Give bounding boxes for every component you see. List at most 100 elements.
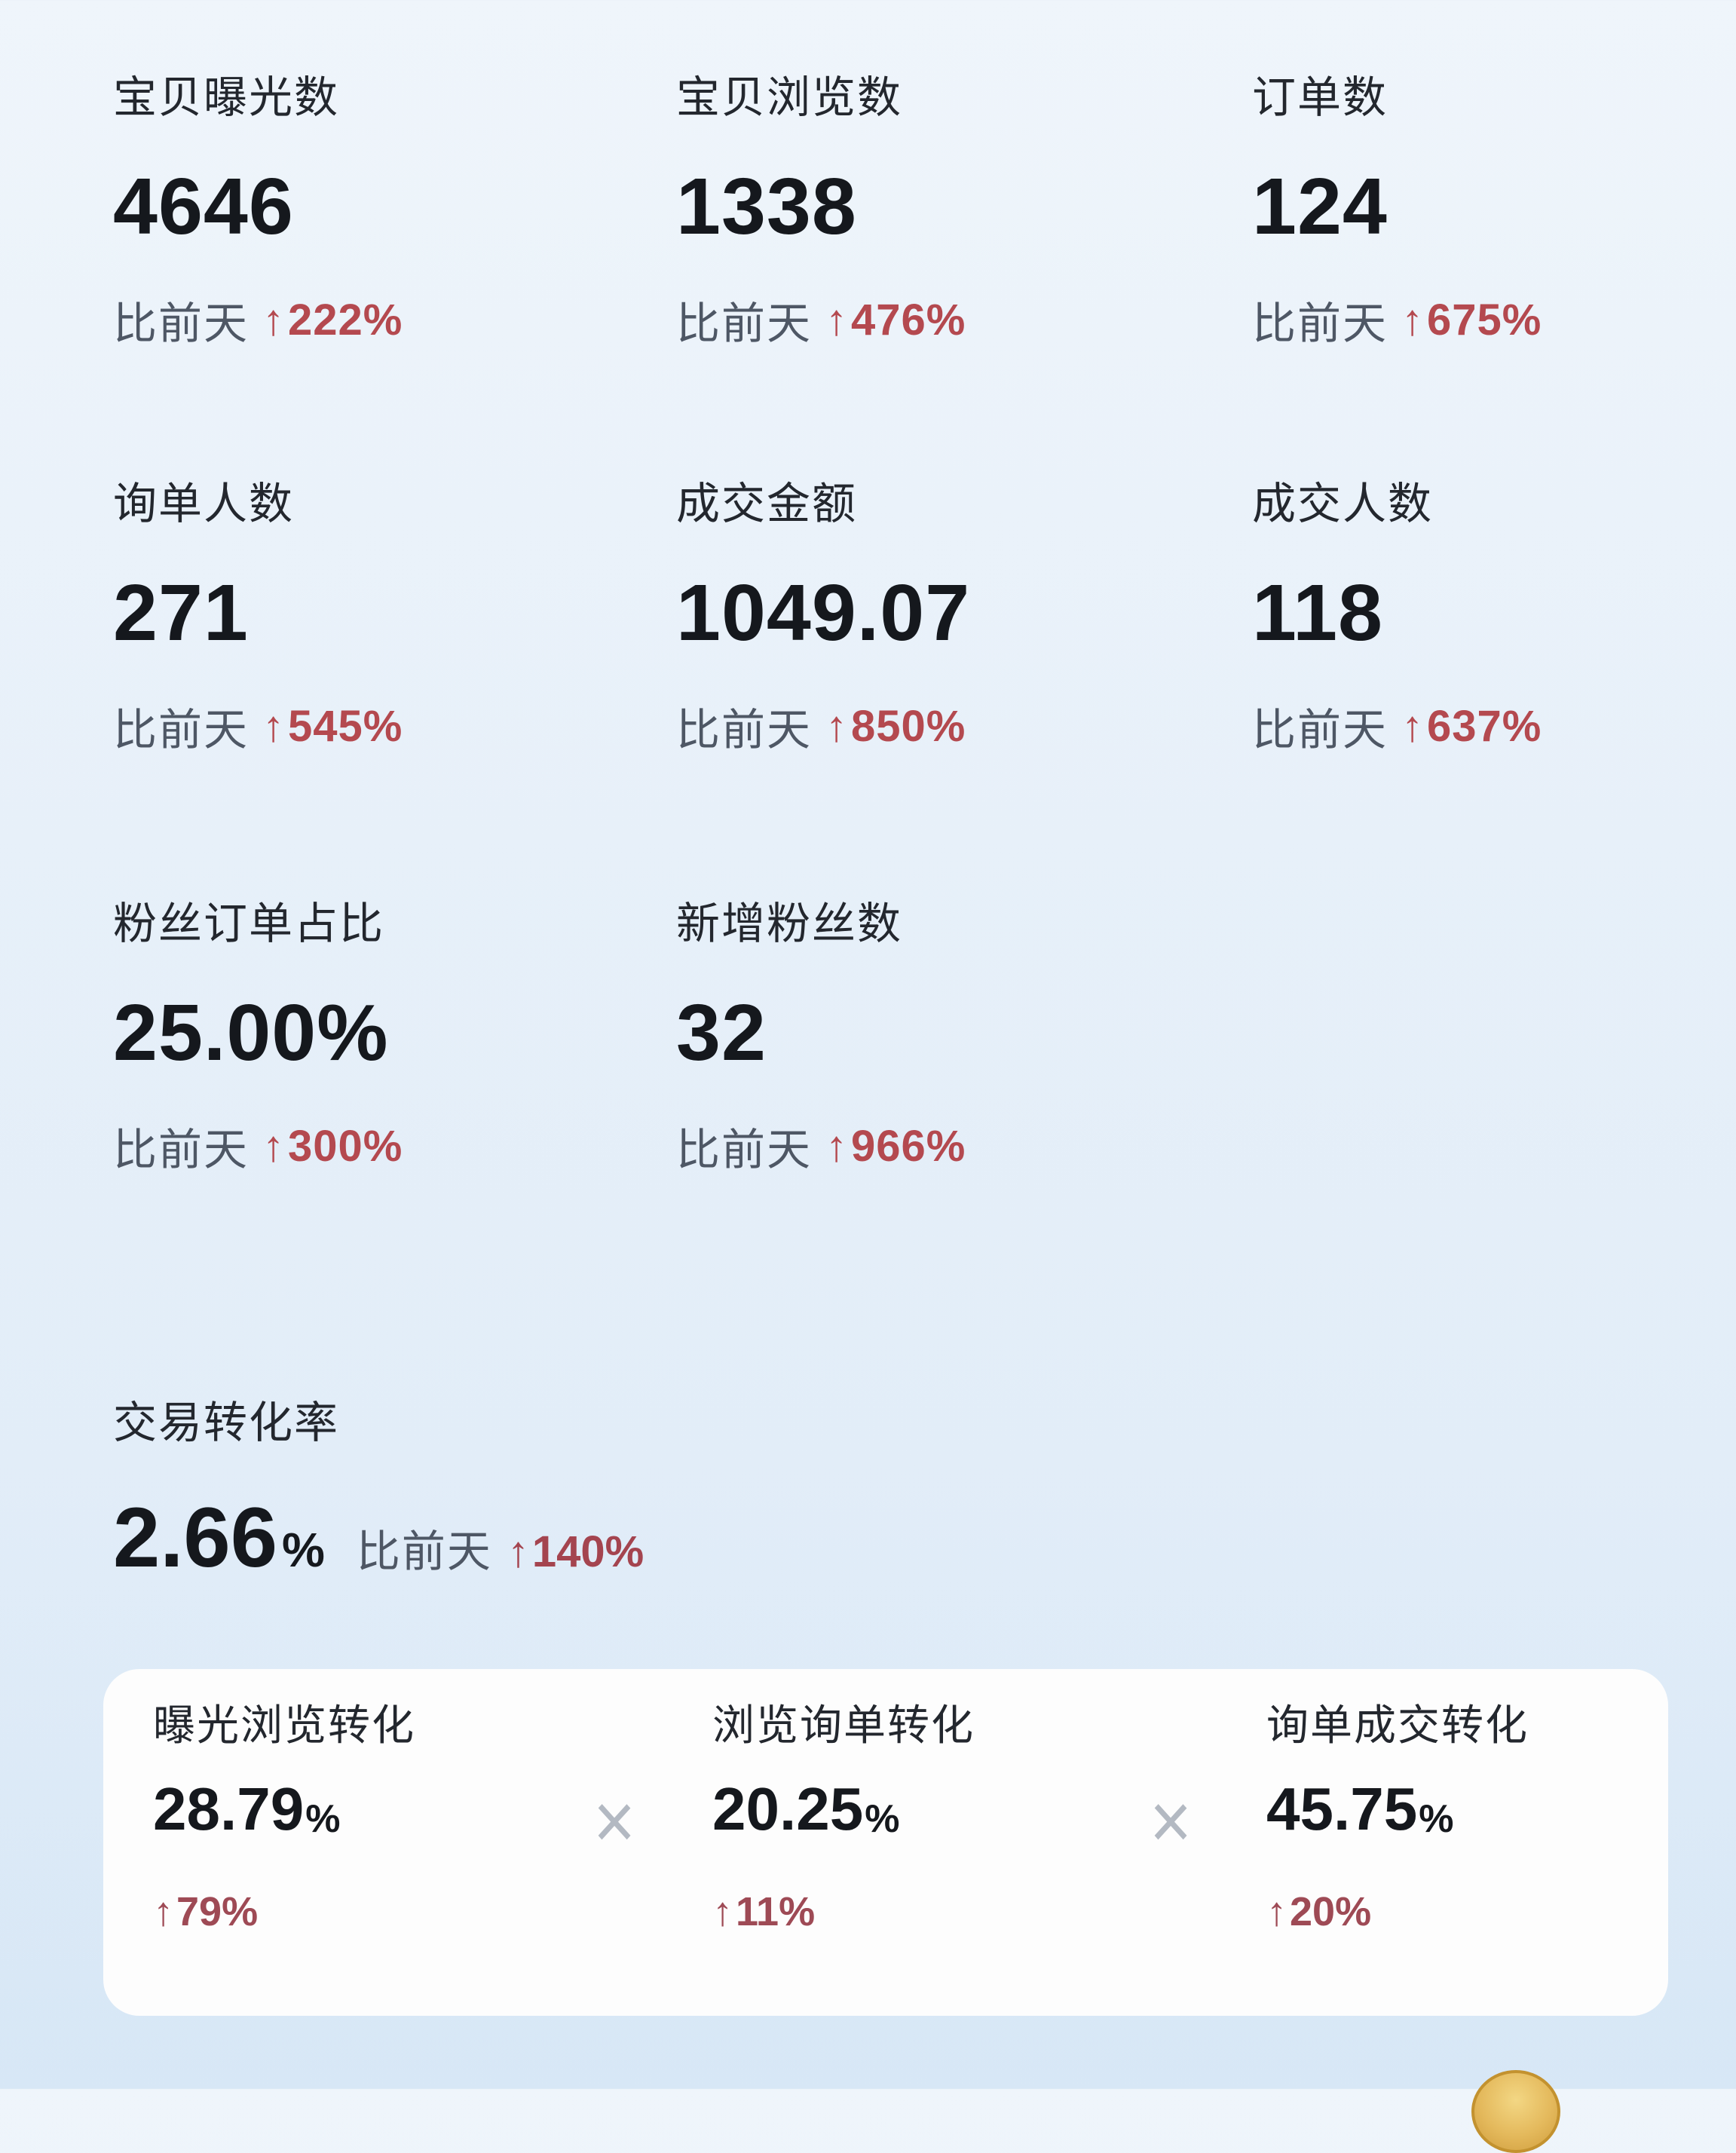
metric-delta: 比前天 ↑ 675% bbox=[1252, 263, 1736, 376]
funnel-value-number: 20.25 bbox=[712, 1775, 864, 1842]
delta-percent: 966% bbox=[851, 1121, 966, 1171]
metric-item-gmv[interactable]: 成交金额 1049.07 比前天 ↑ 850% bbox=[676, 443, 1211, 790]
metric-delta: 比前天 ↑ 222% bbox=[113, 263, 648, 376]
up-arrow-icon: ↑ bbox=[1266, 1889, 1287, 1934]
up-arrow-icon: ↑ bbox=[1401, 295, 1425, 345]
compare-prefix: 比前天 bbox=[1252, 706, 1388, 755]
delta-change: ↑140% bbox=[507, 1527, 644, 1577]
delta-change: ↑ 966% bbox=[825, 1121, 966, 1171]
delta-change: ↑ 675% bbox=[1401, 295, 1542, 345]
conversion-rate-value: 2.66 bbox=[113, 1490, 277, 1585]
compare-prefix: 比前天 bbox=[113, 299, 250, 348]
delta-percent: 79% bbox=[176, 1889, 259, 1934]
delta-change: ↑ 476% bbox=[825, 295, 966, 345]
compare-prefix: 比前天 bbox=[113, 1126, 250, 1175]
metric-delta: 比前天 ↑ 300% bbox=[113, 1089, 648, 1202]
metric-delta: 比前天 ↑ 637% bbox=[1252, 669, 1736, 782]
metric-value: 25.00% bbox=[113, 988, 389, 1077]
delta-percent: 140% bbox=[531, 1527, 644, 1576]
delta-percent: 476% bbox=[851, 295, 966, 345]
metric-item-exposure[interactable]: 宝贝曝光数 4646 比前天 ↑ 222% bbox=[113, 37, 648, 384]
up-arrow-icon: ↑ bbox=[825, 1121, 849, 1171]
conversion-rate-label: 交易转化率 bbox=[113, 1398, 340, 1447]
delta-change: ↑ 222% bbox=[262, 295, 403, 345]
metric-label: 宝贝浏览数 bbox=[676, 73, 903, 122]
multiply-separator: × bbox=[1150, 1777, 1193, 1867]
up-arrow-icon: ↑ bbox=[262, 295, 286, 345]
metric-item-fan-order-ratio[interactable]: 粉丝订单占比 25.00% 比前天 ↑ 300% bbox=[113, 863, 648, 1210]
metric-item-buyers[interactable]: 成交人数 118 比前天 ↑ 637% bbox=[1252, 443, 1736, 790]
metric-delta: 比前天 ↑ 476% bbox=[676, 263, 1211, 376]
funnel-step-value: 28.79 % bbox=[153, 1758, 340, 1861]
delta-percent: 222% bbox=[288, 295, 403, 345]
metric-label: 新增粉丝数 bbox=[676, 899, 903, 948]
up-arrow-icon: ↑ bbox=[825, 701, 849, 751]
delta-percent: 300% bbox=[288, 1121, 403, 1171]
funnel-step-delta: ↑ 20% bbox=[1266, 1867, 1371, 1957]
up-arrow-icon: ↑ bbox=[262, 701, 286, 751]
up-arrow-icon: ↑ bbox=[1401, 701, 1425, 751]
compare-prefix: 比前天 bbox=[113, 706, 250, 755]
metric-delta: 比前天 ↑ 545% bbox=[113, 669, 648, 782]
compare-prefix: 比前天 bbox=[356, 1527, 492, 1576]
delta-percent: 850% bbox=[851, 701, 966, 751]
compare-prefix: 比前天 bbox=[676, 706, 813, 755]
funnel-value-unit: % bbox=[865, 1797, 900, 1841]
up-arrow-icon: ↑ bbox=[507, 1527, 529, 1576]
delta-change: ↑ 300% bbox=[262, 1121, 403, 1171]
funnel-value-unit: % bbox=[1419, 1797, 1454, 1841]
delta-percent: 20% bbox=[1290, 1889, 1372, 1934]
up-arrow-icon: ↑ bbox=[262, 1121, 286, 1171]
metric-label: 成交人数 bbox=[1252, 479, 1434, 528]
conversion-rate-line: 2.66 % 比前天 ↑140% bbox=[113, 1489, 644, 1609]
funnel-step-value: 20.25 % bbox=[712, 1758, 899, 1861]
funnel-value-number: 28.79 bbox=[153, 1775, 305, 1842]
compare-prefix: 比前天 bbox=[676, 299, 813, 348]
metric-value: 271 bbox=[113, 568, 249, 657]
metric-item-new-fans[interactable]: 新增粉丝数 32 比前天 ↑ 966% bbox=[676, 863, 1211, 1210]
delta-change: ↑ 850% bbox=[825, 701, 966, 752]
delta-change: ↑ 545% bbox=[262, 701, 403, 752]
metric-value: 1049.07 bbox=[676, 568, 971, 657]
funnel-step-value: 45.75 % bbox=[1266, 1758, 1453, 1861]
floating-coin-button[interactable] bbox=[1471, 2070, 1560, 2153]
compare-prefix: 比前天 bbox=[1252, 299, 1388, 348]
metric-delta: 比前天 ↑ 966% bbox=[676, 1089, 1211, 1202]
funnel-step-inquiry-deal[interactable]: 询单成交转化 45.75 % ↑ 20% bbox=[1266, 1669, 1734, 2016]
up-arrow-icon: ↑ bbox=[825, 295, 849, 345]
up-arrow-icon: ↑ bbox=[712, 1889, 733, 1934]
metric-label: 宝贝曝光数 bbox=[113, 73, 340, 122]
delta-percent: 545% bbox=[288, 701, 403, 751]
funnel-step-label: 浏览询单转化 bbox=[712, 1701, 975, 1749]
conversion-rate-unit: % bbox=[281, 1523, 325, 1577]
metric-label: 订单数 bbox=[1252, 73, 1388, 122]
funnel-step-label: 曝光浏览转化 bbox=[153, 1701, 415, 1749]
multiply-separator: × bbox=[593, 1777, 636, 1867]
metric-value: 32 bbox=[676, 988, 767, 1077]
delta-change: ↑ 637% bbox=[1401, 701, 1542, 752]
conversion-funnel-card: 曝光浏览转化 28.79 % ↑ 79% × 浏览询单转化 20.25 % ↑ 11… bbox=[103, 1669, 1668, 2016]
funnel-step-delta: ↑ 79% bbox=[153, 1867, 258, 1957]
metric-delta: 比前天 ↑ 850% bbox=[676, 669, 1211, 782]
metric-label: 粉丝订单占比 bbox=[113, 899, 385, 948]
funnel-step-view-inquiry[interactable]: 浏览询单转化 20.25 % ↑ 11% bbox=[712, 1669, 1180, 2016]
metric-label: 成交金额 bbox=[676, 479, 858, 528]
delta-percent: 637% bbox=[1427, 701, 1542, 751]
delta-percent: 675% bbox=[1427, 295, 1542, 345]
metric-value: 4646 bbox=[113, 161, 294, 251]
metric-value: 124 bbox=[1252, 161, 1388, 251]
funnel-step-label: 询单成交转化 bbox=[1266, 1701, 1529, 1749]
metric-label: 询单人数 bbox=[113, 479, 295, 528]
funnel-step-delta: ↑ 11% bbox=[712, 1867, 815, 1957]
metric-value: 1338 bbox=[676, 161, 857, 251]
compare-prefix: 比前天 bbox=[676, 1126, 813, 1175]
up-arrow-icon: ↑ bbox=[153, 1889, 173, 1934]
metric-item-orders[interactable]: 订单数 124 比前天 ↑ 675% bbox=[1252, 37, 1736, 384]
funnel-value-number: 45.75 bbox=[1266, 1775, 1418, 1842]
funnel-value-unit: % bbox=[305, 1797, 341, 1841]
delta-percent: 11% bbox=[736, 1889, 816, 1934]
metric-item-inquiries[interactable]: 询单人数 271 比前天 ↑ 545% bbox=[113, 443, 648, 790]
metric-value: 118 bbox=[1252, 568, 1384, 657]
funnel-step-exposure-view[interactable]: 曝光浏览转化 28.79 % ↑ 79% bbox=[153, 1669, 620, 2016]
metric-item-views[interactable]: 宝贝浏览数 1338 比前天 ↑ 476% bbox=[676, 37, 1211, 384]
